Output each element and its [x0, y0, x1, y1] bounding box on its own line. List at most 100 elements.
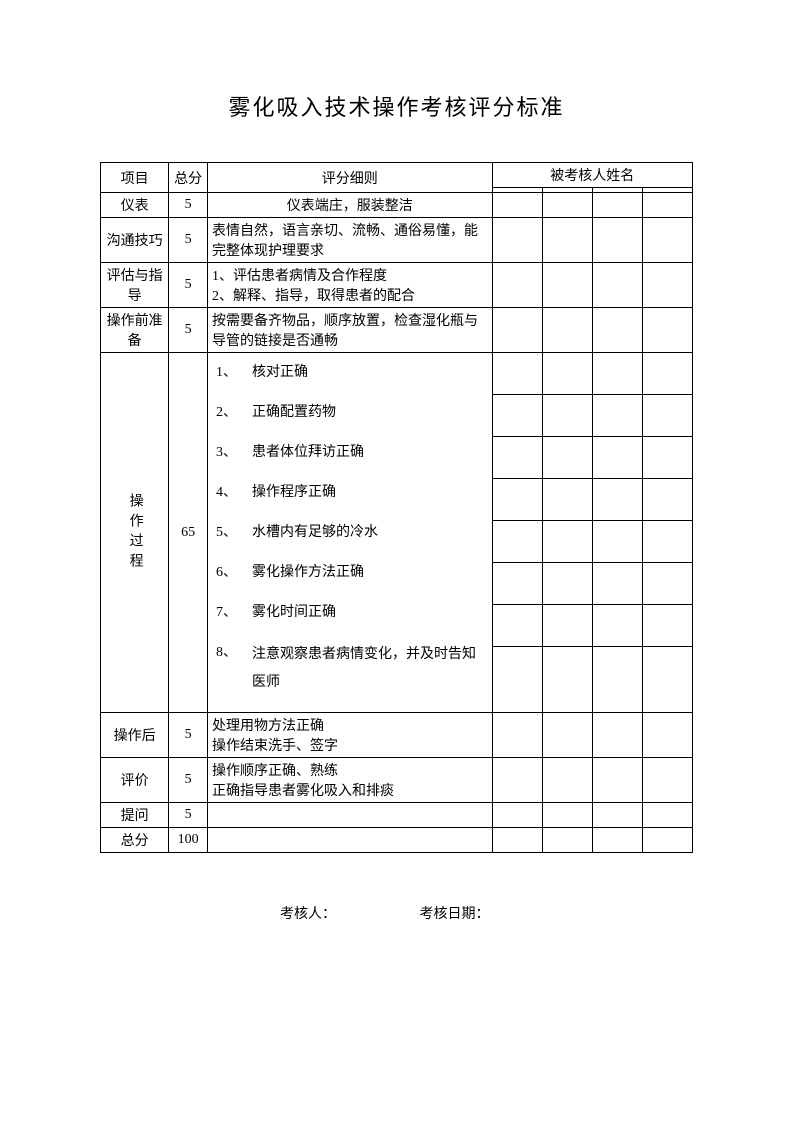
cell-item: 评价 — [101, 758, 169, 803]
cell-blank — [542, 713, 592, 758]
cell-item: 沟通技巧 — [101, 218, 169, 263]
header-row: 项目 总分 评分细则 被考核人姓名 — [101, 163, 693, 188]
procedure-item: 2、正确配置药物 — [216, 401, 484, 421]
table-row: 总分 100 — [101, 828, 693, 853]
cell-blank — [642, 193, 692, 218]
procedure-item: 5、水槽内有足够的冷水 — [216, 521, 484, 541]
procedure-item-number: 7、 — [216, 601, 252, 621]
examiner-label: 考核人： — [280, 903, 336, 923]
cell-blank — [492, 828, 542, 853]
header-detail: 评分细则 — [208, 163, 493, 193]
cell-blank — [642, 803, 692, 828]
cell-blank — [592, 758, 642, 803]
procedure-item-number: 2、 — [216, 401, 252, 421]
cell-blank — [542, 308, 592, 353]
cell-score: 5 — [169, 803, 208, 828]
cell-blank — [542, 647, 592, 713]
cell-detail: 处理用物方法正确 操作结束洗手、签字 — [208, 713, 493, 758]
cell-item: 仪表 — [101, 193, 169, 218]
procedure-item-text: 雾化时间正确 — [252, 601, 484, 621]
cell-blank — [592, 479, 642, 521]
procedure-item: 4、操作程序正确 — [216, 481, 484, 501]
cell-blank — [542, 193, 592, 218]
cell-item: 操作前准备 — [101, 308, 169, 353]
table-row: 操作前准备 5 按需要备齐物品，顺序放置，检查湿化瓶与导管的链接是否通畅 — [101, 308, 693, 353]
cell-blank — [642, 437, 692, 479]
cell-blank — [642, 479, 692, 521]
cell-blank — [592, 193, 642, 218]
cell-blank — [592, 218, 642, 263]
cell-detail-list: 1、核对正确2、正确配置药物3、患者体位拜访正确4、操作程序正确5、水槽内有足够… — [208, 353, 493, 713]
cell-blank — [592, 605, 642, 647]
cell-blank — [592, 828, 642, 853]
cell-blank — [492, 713, 542, 758]
procedure-item-text: 正确配置药物 — [252, 401, 484, 421]
cell-blank — [542, 803, 592, 828]
procedure-item: 8、注意观察患者病情变化，并及时告知医师 — [216, 641, 484, 697]
procedure-list: 1、核对正确2、正确配置药物3、患者体位拜访正确4、操作程序正确5、水槽内有足够… — [212, 355, 488, 709]
procedure-item-number: 1、 — [216, 361, 252, 381]
cell-blank — [542, 437, 592, 479]
cell-score: 5 — [169, 713, 208, 758]
table-row: 仪表 5 仪表端庄，服装整洁 — [101, 193, 693, 218]
cell-blank — [642, 263, 692, 308]
cell-blank — [642, 395, 692, 437]
cell-blank — [592, 803, 642, 828]
table-row: 操作后 5 处理用物方法正确 操作结束洗手、签字 — [101, 713, 693, 758]
cell-item-vertical: 操作过程 — [101, 353, 169, 713]
cell-blank — [492, 803, 542, 828]
cell-blank — [542, 563, 592, 605]
cell-blank — [542, 605, 592, 647]
table-row: 评价 5 操作顺序正确、熟练 正确指导患者雾化吸入和排痰 — [101, 758, 693, 803]
cell-blank — [492, 647, 542, 713]
procedure-item-number: 3、 — [216, 441, 252, 461]
cell-blank — [542, 758, 592, 803]
cell-blank — [492, 193, 542, 218]
cell-blank — [492, 758, 542, 803]
cell-item: 提问 — [101, 803, 169, 828]
cell-blank — [592, 308, 642, 353]
score-table: 项目 总分 评分细则 被考核人姓名 仪表 5 仪表端庄，服装整洁 沟通技巧 5 … — [100, 162, 693, 853]
cell-blank — [592, 395, 642, 437]
cell-blank — [592, 713, 642, 758]
procedure-item-text: 水槽内有足够的冷水 — [252, 521, 484, 541]
cell-blank — [592, 353, 642, 395]
procedure-item-text: 注意观察患者病情变化，并及时告知医师 — [252, 641, 484, 697]
cell-blank — [592, 563, 642, 605]
procedure-item-number: 6、 — [216, 561, 252, 581]
cell-blank — [492, 263, 542, 308]
cell-blank — [492, 563, 542, 605]
procedure-item-text: 核对正确 — [252, 361, 484, 381]
cell-score: 100 — [169, 828, 208, 853]
cell-blank — [592, 437, 642, 479]
cell-score: 5 — [169, 218, 208, 263]
cell-score: 5 — [169, 308, 208, 353]
cell-detail: 1、评估患者病情及合作程度 2、解释、指导，取得患者的配合 — [208, 263, 493, 308]
cell-detail: 操作顺序正确、熟练 正确指导患者雾化吸入和排痰 — [208, 758, 493, 803]
header-examinee: 被考核人姓名 — [492, 163, 692, 188]
cell-blank — [542, 479, 592, 521]
cell-blank — [542, 263, 592, 308]
header-item: 项目 — [101, 163, 169, 193]
cell-blank — [542, 521, 592, 563]
cell-blank — [642, 605, 692, 647]
cell-blank — [592, 263, 642, 308]
cell-detail: 仪表端庄，服装整洁 — [208, 193, 493, 218]
cell-item: 总分 — [101, 828, 169, 853]
cell-detail: 表情自然，语言亲切、流畅、通俗易懂，能完整体现护理要求 — [208, 218, 493, 263]
cell-blank — [492, 437, 542, 479]
cell-score: 5 — [169, 263, 208, 308]
procedure-item-number: 5、 — [216, 521, 252, 541]
cell-blank — [642, 521, 692, 563]
cell-blank — [492, 605, 542, 647]
cell-detail — [208, 828, 493, 853]
cell-blank — [492, 479, 542, 521]
cell-blank — [642, 758, 692, 803]
cell-score: 5 — [169, 193, 208, 218]
procedure-item: 3、患者体位拜访正确 — [216, 441, 484, 461]
header-total: 总分 — [169, 163, 208, 193]
table-row: 提问 5 — [101, 803, 693, 828]
procedure-item: 7、雾化时间正确 — [216, 601, 484, 621]
cell-blank — [592, 647, 642, 713]
document-page: 雾化吸入技术操作考核评分标准 项目 总分 评分细则 被考核人姓名 仪表 5 仪表 — [0, 0, 793, 923]
